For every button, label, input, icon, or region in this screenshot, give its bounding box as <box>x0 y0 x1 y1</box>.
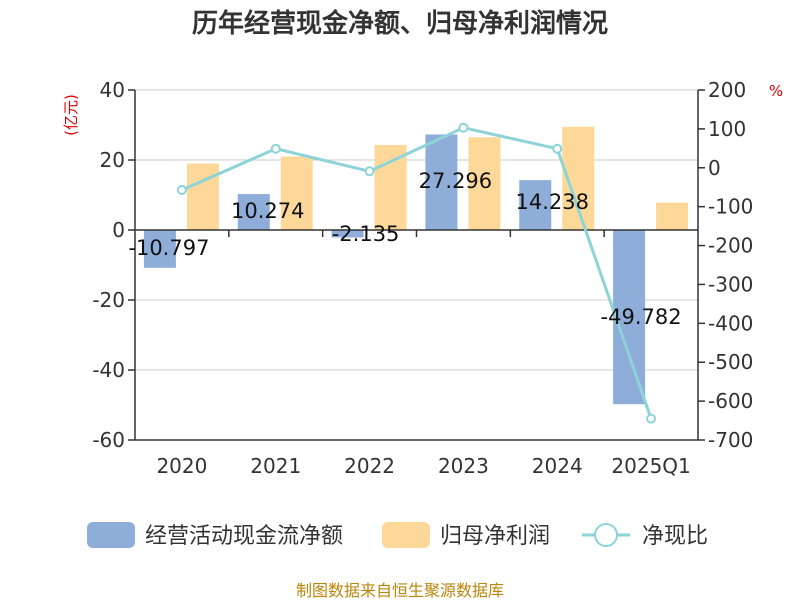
chart-title: 历年经营现金净额、归母净利润情况 <box>192 8 608 39</box>
ratio-point <box>552 143 563 154</box>
cash-flow-bar <box>613 230 646 405</box>
net-profit-bar <box>280 156 313 230</box>
right-axis-unit: % <box>769 82 783 100</box>
right-tick-label: -600 <box>708 389 753 413</box>
cash-flow-data-label: -49.782 <box>601 305 682 329</box>
bars <box>143 126 689 405</box>
net-profit-bar <box>374 144 407 230</box>
right-tick-label: -100 <box>708 195 753 219</box>
cash-flow-data-label: -10.797 <box>128 236 209 260</box>
cash-flow-bar <box>331 230 364 238</box>
legend: 经营活动现金流净额 归母净利润 净现比 <box>87 522 708 549</box>
right-tick-label: -300 <box>708 272 753 296</box>
category-label: 2021 <box>250 454 301 478</box>
net-profit-bar <box>656 202 689 230</box>
net-profit-bar <box>468 137 501 230</box>
right-tick-label: 100 <box>708 117 746 141</box>
ratio-point <box>364 166 375 177</box>
category-label: 2020 <box>156 454 207 478</box>
ratio-point <box>458 122 469 133</box>
right-tick-label: -400 <box>708 311 753 335</box>
right-tick-label: -700 <box>708 428 753 452</box>
legend-label-net-profit: 归母净利润 <box>440 524 550 549</box>
right-tick-label: -500 <box>708 350 753 374</box>
category-label: 2024 <box>532 454 583 478</box>
left-tick-label: 40 <box>100 78 125 102</box>
cash-flow-data-label: 14.238 <box>516 190 589 214</box>
legend-label-ratio: 净现比 <box>642 524 708 549</box>
category-label: 2025Q1 <box>611 454 690 478</box>
legend-label-cash-flow: 经营活动现金流净额 <box>145 524 343 549</box>
left-tick-label: -60 <box>92 428 125 452</box>
legend-swatch-net-profit <box>382 522 430 548</box>
category-label: 2023 <box>438 454 489 478</box>
left-axis-unit: (亿元) <box>62 94 80 136</box>
left-tick-label: 0 <box>112 218 125 242</box>
cash-flow-bar <box>143 230 176 268</box>
source-note: 制图数据来自恒生聚源数据库 <box>296 581 504 600</box>
legend-swatch-cash-flow <box>87 522 135 548</box>
right-tick-label: 0 <box>708 156 721 180</box>
ratio-series-line <box>181 126 653 420</box>
ratio-point <box>270 143 281 154</box>
cash-flow-data-label: 10.274 <box>231 199 304 223</box>
ratio-point <box>176 184 187 195</box>
cash-flow-bar <box>425 134 458 230</box>
left-tick-label: -20 <box>92 288 125 312</box>
cash-flow-data-label: 27.296 <box>419 169 492 193</box>
right-tick-label: 200 <box>708 78 746 102</box>
net-profit-bar <box>186 163 219 230</box>
axes: 40200-20-40-602001000-100-200-300-400-50… <box>92 78 753 478</box>
legend-marker-ratio <box>594 523 618 547</box>
category-label: 2022 <box>344 454 395 478</box>
left-tick-label: 20 <box>100 148 125 172</box>
right-tick-label: -200 <box>708 234 753 258</box>
cash-flow-bar <box>237 194 270 230</box>
left-tick-label: -40 <box>92 358 125 382</box>
ratio-point <box>646 413 657 424</box>
cash-flow-data-label: -2.135 <box>332 222 400 246</box>
data-labels: -10.797 10.274 -2.135 27.296 14.238 -49.782 <box>128 169 681 329</box>
ratio-line <box>176 122 657 424</box>
cash-flow-bar <box>519 180 552 230</box>
